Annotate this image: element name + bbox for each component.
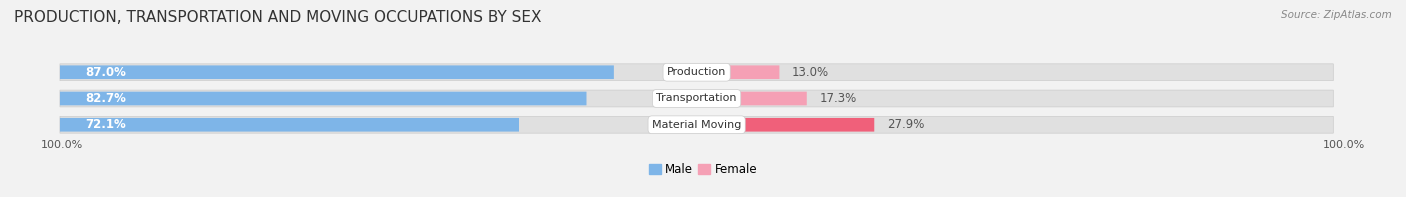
Text: 100.0%: 100.0%	[41, 140, 83, 150]
FancyBboxPatch shape	[60, 64, 1333, 81]
Text: PRODUCTION, TRANSPORTATION AND MOVING OCCUPATIONS BY SEX: PRODUCTION, TRANSPORTATION AND MOVING OC…	[14, 10, 541, 25]
Text: Transportation: Transportation	[657, 94, 737, 103]
Legend: Male, Female: Male, Female	[644, 159, 762, 181]
Text: 72.1%: 72.1%	[86, 118, 127, 131]
Text: 100.0%: 100.0%	[1323, 140, 1365, 150]
FancyBboxPatch shape	[696, 92, 807, 105]
Text: 13.0%: 13.0%	[792, 66, 830, 79]
Text: Material Moving: Material Moving	[652, 120, 741, 130]
FancyBboxPatch shape	[696, 65, 779, 79]
Text: 17.3%: 17.3%	[820, 92, 856, 105]
FancyBboxPatch shape	[60, 90, 1333, 107]
FancyBboxPatch shape	[696, 118, 875, 132]
FancyBboxPatch shape	[60, 65, 614, 79]
Text: 27.9%: 27.9%	[887, 118, 924, 131]
FancyBboxPatch shape	[60, 116, 1333, 133]
Text: 82.7%: 82.7%	[86, 92, 127, 105]
FancyBboxPatch shape	[60, 92, 586, 105]
FancyBboxPatch shape	[60, 118, 519, 132]
Text: 87.0%: 87.0%	[86, 66, 127, 79]
Text: Production: Production	[666, 67, 727, 77]
Text: Source: ZipAtlas.com: Source: ZipAtlas.com	[1281, 10, 1392, 20]
